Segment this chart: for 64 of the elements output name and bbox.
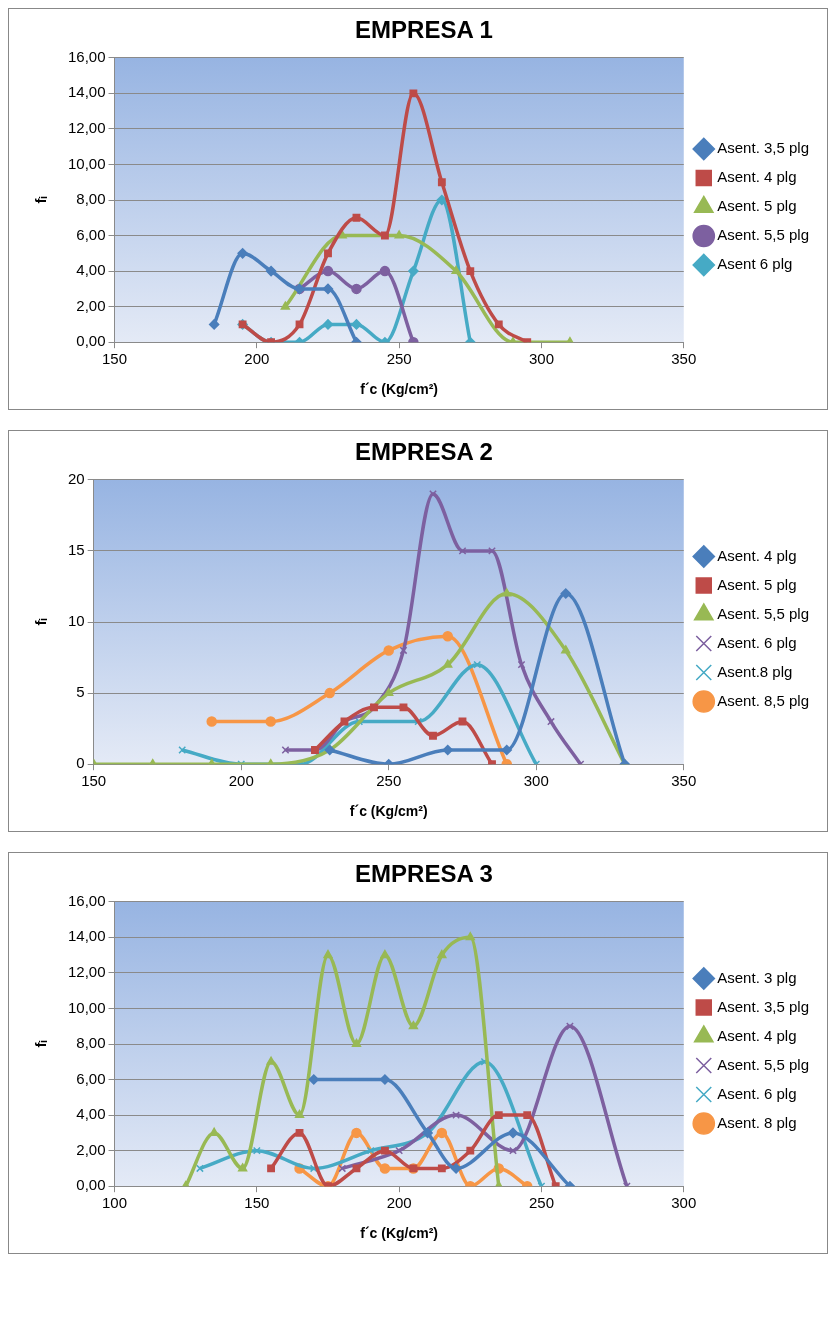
chart-title: EMPRESA 2 [355, 438, 493, 466]
x-tick-label: 350 [671, 350, 697, 368]
y-tick-label: 15 [68, 541, 85, 559]
x-tick-label: 300 [671, 1194, 697, 1212]
legend-label: Asent. 4 plg [717, 1026, 797, 1044]
y-tick-label: 16,00 [67, 47, 106, 65]
x-tick-label: 250 [376, 772, 402, 790]
x-tick-label: 200 [386, 1194, 412, 1212]
legend-label: Asent. 4 plg [717, 546, 797, 564]
y-tick-label: 0,00 [76, 332, 106, 350]
y-tick-label: 12,00 [67, 963, 106, 981]
y-tick-label: 6,00 [76, 225, 106, 243]
y-tick-label: 10,00 [67, 998, 106, 1016]
chart-title: EMPRESA 3 [355, 860, 493, 888]
legend-label: Asent. 5 plg [717, 575, 797, 593]
x-tick-label: 100 [102, 1194, 128, 1212]
legend-label: Asent. 5,5 plg [717, 604, 810, 622]
y-tick-label: 20 [68, 469, 85, 487]
x-tick-label: 150 [102, 350, 128, 368]
y-axis-title: fᵢ [32, 618, 50, 626]
y-tick-label: 6,00 [76, 1069, 106, 1087]
y-tick-label: 10,00 [67, 154, 106, 172]
legend-label: Asent. 6 plg [717, 633, 797, 651]
legend-label: Asent. 3,5 plg [717, 997, 810, 1015]
x-tick-label: 300 [523, 772, 549, 790]
legend-label: Asent 6 plg [717, 255, 793, 273]
y-tick-label: 0 [76, 754, 85, 772]
y-tick-label: 8,00 [76, 190, 106, 208]
x-tick-label: 300 [528, 350, 554, 368]
legend-label: Asent. 3,5 plg [717, 139, 810, 157]
legend-label: Asent. 5,5 plg [717, 1055, 810, 1073]
x-axis-title: f´c (Kg/cm²) [349, 803, 428, 820]
legend-label: Asent.8 plg [717, 662, 793, 680]
x-tick-label: 150 [244, 1194, 270, 1212]
y-tick-label: 14,00 [67, 927, 106, 945]
x-axis-title: f´c (Kg/cm²) [360, 381, 439, 398]
y-tick-label: 12,00 [67, 119, 106, 137]
x-tick-label: 200 [228, 772, 254, 790]
y-tick-label: 4,00 [76, 1105, 106, 1123]
y-tick-label: 16,00 [67, 891, 106, 909]
y-tick-label: 8,00 [76, 1034, 106, 1052]
x-axis-title: f´c (Kg/cm²) [360, 1225, 439, 1242]
x-tick-label: 150 [81, 772, 107, 790]
y-tick-label: 0,00 [76, 1176, 106, 1194]
x-tick-label: 250 [528, 1194, 554, 1212]
legend-label: Asent. 4 plg [717, 168, 797, 186]
x-tick-label: 250 [386, 350, 412, 368]
y-tick-label: 5 [76, 683, 85, 701]
y-axis-title: fᵢ [32, 196, 50, 204]
y-tick-label: 4,00 [76, 261, 106, 279]
x-tick-label: 350 [671, 772, 697, 790]
legend-label: Asent. 8,5 plg [717, 691, 810, 709]
chart-title: EMPRESA 1 [355, 16, 493, 44]
legend-label: Asent. 3 plg [717, 968, 797, 986]
y-axis-title: fᵢ [32, 1040, 50, 1048]
legend-label: Asent. 5 plg [717, 197, 797, 215]
y-tick-label: 2,00 [76, 296, 106, 314]
x-tick-label: 200 [244, 350, 270, 368]
y-tick-label: 2,00 [76, 1140, 106, 1158]
y-tick-label: 10 [68, 612, 85, 630]
y-tick-label: 14,00 [67, 83, 106, 101]
legend-label: Asent. 8 plg [717, 1113, 797, 1131]
legend-label: Asent. 6 plg [717, 1084, 797, 1102]
legend-label: Asent. 5,5 plg [717, 226, 810, 244]
